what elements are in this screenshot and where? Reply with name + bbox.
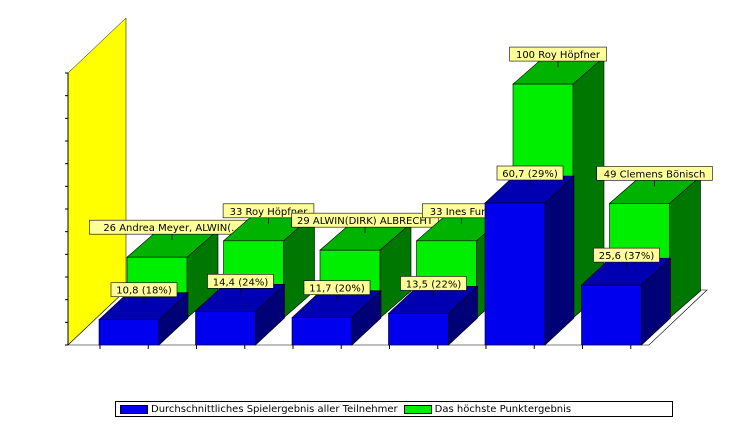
bar-average-1-front	[195, 311, 256, 346]
data-label-average-1-text: 14,4 (24%)	[213, 277, 269, 288]
bar-average-5-front	[581, 284, 642, 346]
data-label-highest-1-text: 33 Roy Höpfner	[230, 207, 309, 218]
legend-swatch-average	[120, 404, 148, 414]
bar-average-4-front	[484, 202, 546, 346]
data-label-average-4-box	[496, 165, 564, 181]
bar-average-4-side	[544, 175, 575, 346]
bar-average-3-front	[388, 313, 449, 346]
data-label-average-3-text: 13,5 (22%)	[406, 279, 462, 290]
data-label-highest-4-text: 100 Roy Höpfner	[516, 50, 601, 61]
data-label-highest-1-box	[222, 203, 315, 219]
data-label-average-4-text: 60,7 (29%)	[502, 169, 558, 180]
legend-item-average: Durchschnittliches Spielergebnis aller T…	[120, 404, 398, 415]
data-label-highest-4-box	[509, 46, 607, 62]
data-label-highest-0-text: 26 Andrea Meyer, ALWIN(...	[103, 223, 240, 234]
data-label-average-1-box	[207, 274, 274, 289]
data-label-highest-2-text: 29 ALWIN(DIRK) ALBRECHT	[297, 216, 434, 227]
bar-average-2-front	[291, 317, 353, 346]
data-label-highest-2-box	[291, 212, 439, 228]
data-label-highest-3-text: 33 Ines Funk	[430, 207, 494, 218]
data-label-average-5-box	[593, 247, 660, 263]
data-label-average-5-text: 25,6 (37%)	[599, 251, 655, 262]
data-label-average-0-text: 10,8 (18%)	[116, 286, 172, 297]
data-label-average-2-box	[303, 280, 371, 295]
chart-legend: Durchschnittliches Spielergebnis aller T…	[115, 401, 673, 417]
legend-label-highest: Das höchste Punktergebnis	[434, 403, 572, 415]
data-label-average-3-box	[400, 276, 467, 291]
data-label-highest-5-text: 49 Clemens Bönisch	[604, 169, 706, 180]
data-label-average-2-text: 11,7 (20%)	[309, 284, 365, 295]
legend-item-highest: Das höchste Punktergebnis	[403, 403, 572, 415]
data-label-average-0-box	[110, 282, 178, 298]
legend-swatch-highest	[403, 404, 432, 414]
bar-average-0-front	[98, 319, 160, 346]
legend-label-average: Durchschnittliches Spielergebnis aller T…	[151, 403, 398, 415]
data-label-highest-5-box	[596, 166, 713, 181]
